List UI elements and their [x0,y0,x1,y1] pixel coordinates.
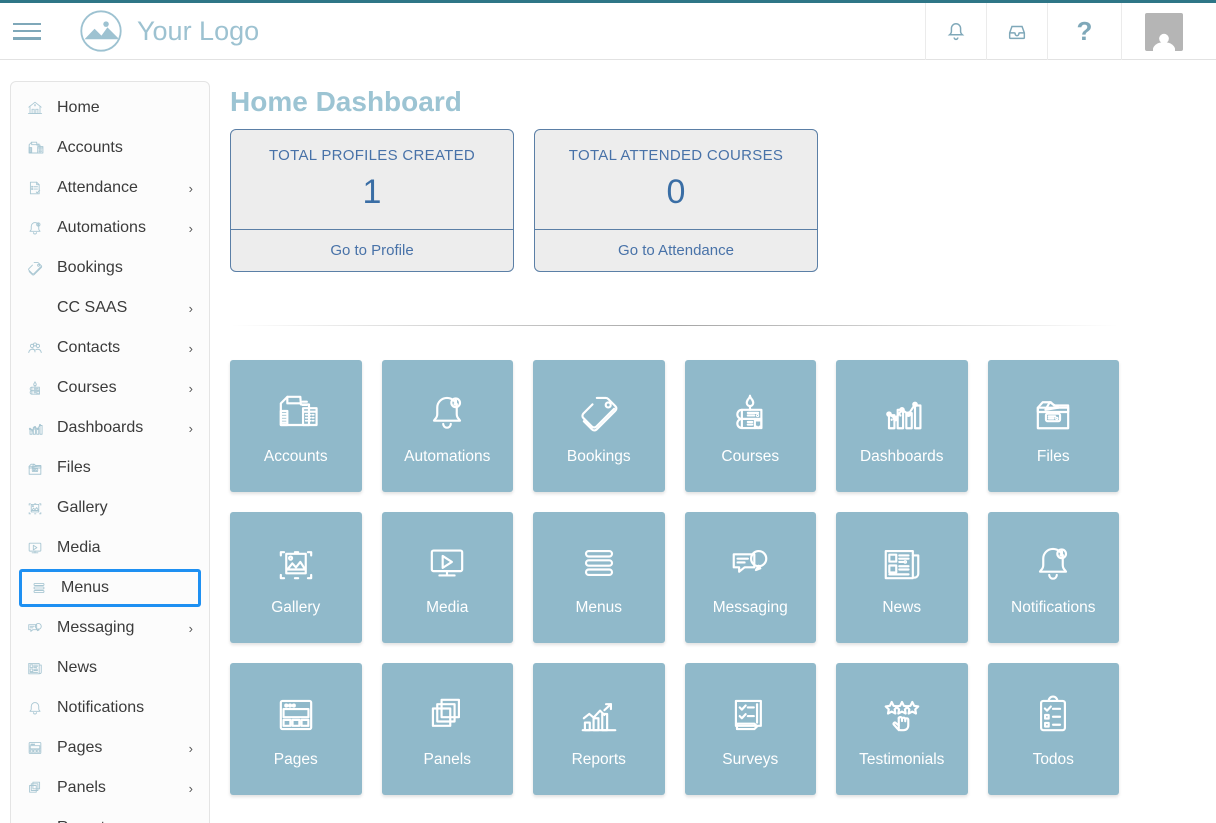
svg-text:1: 1 [1060,552,1063,558]
svg-text:1: 1 [454,400,457,406]
